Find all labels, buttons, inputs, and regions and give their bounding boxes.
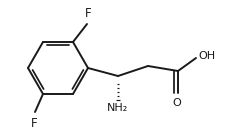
- Text: F: F: [31, 117, 37, 130]
- Text: OH: OH: [198, 51, 215, 61]
- Text: NH₂: NH₂: [107, 103, 129, 113]
- Text: O: O: [173, 98, 181, 108]
- Text: F: F: [85, 7, 91, 20]
